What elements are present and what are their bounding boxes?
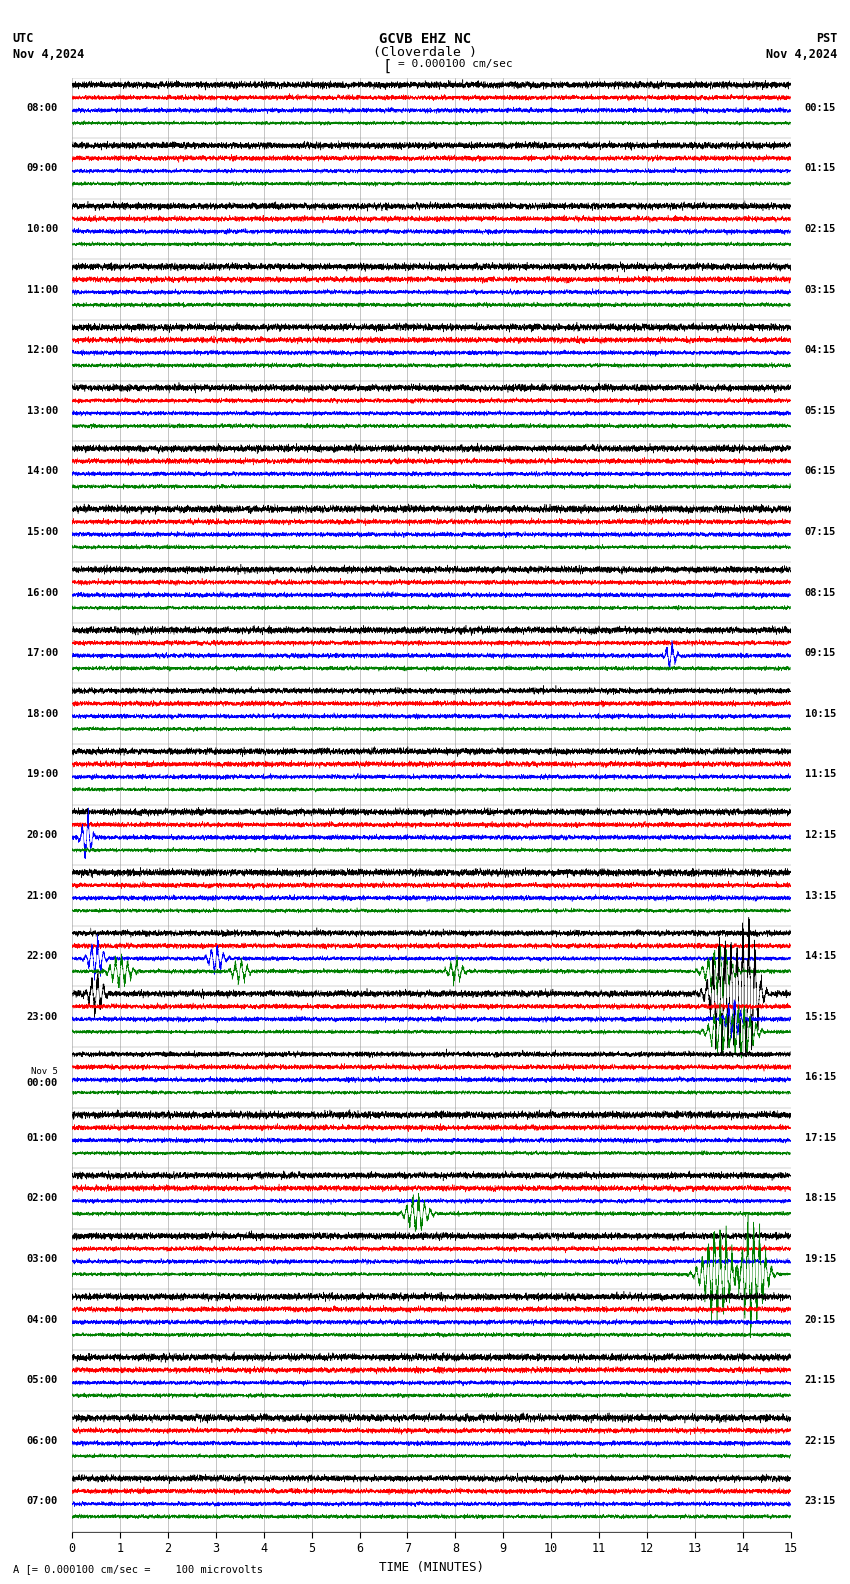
Text: 07:15: 07:15 xyxy=(805,527,836,537)
Text: 20:00: 20:00 xyxy=(26,830,58,840)
Text: 06:15: 06:15 xyxy=(805,466,836,477)
Text: PST: PST xyxy=(816,32,837,44)
Text: 11:00: 11:00 xyxy=(26,285,58,295)
Text: 19:15: 19:15 xyxy=(805,1255,836,1264)
Text: 05:15: 05:15 xyxy=(805,406,836,417)
Text: 07:00: 07:00 xyxy=(26,1497,58,1506)
Text: 21:00: 21:00 xyxy=(26,890,58,901)
Text: 13:15: 13:15 xyxy=(805,890,836,901)
Text: 17:00: 17:00 xyxy=(26,648,58,659)
Text: 15:00: 15:00 xyxy=(26,527,58,537)
Text: 00:15: 00:15 xyxy=(805,103,836,112)
Text: 04:15: 04:15 xyxy=(805,345,836,355)
X-axis label: TIME (MINUTES): TIME (MINUTES) xyxy=(379,1560,484,1573)
Text: 01:15: 01:15 xyxy=(805,163,836,174)
Text: 00:00: 00:00 xyxy=(26,1079,58,1088)
Text: 14:00: 14:00 xyxy=(26,466,58,477)
Text: 22:15: 22:15 xyxy=(805,1435,836,1446)
Text: 10:00: 10:00 xyxy=(26,223,58,234)
Text: 03:15: 03:15 xyxy=(805,285,836,295)
Text: 06:00: 06:00 xyxy=(26,1435,58,1446)
Text: 05:00: 05:00 xyxy=(26,1375,58,1386)
Text: 12:15: 12:15 xyxy=(805,830,836,840)
Text: 02:00: 02:00 xyxy=(26,1193,58,1204)
Text: = 0.000100 cm/sec: = 0.000100 cm/sec xyxy=(398,59,513,68)
Text: 02:15: 02:15 xyxy=(805,223,836,234)
Text: 18:00: 18:00 xyxy=(26,708,58,719)
Text: 09:00: 09:00 xyxy=(26,163,58,174)
Text: (Cloverdale ): (Cloverdale ) xyxy=(373,46,477,59)
Text: 18:15: 18:15 xyxy=(805,1193,836,1204)
Text: 15:15: 15:15 xyxy=(805,1012,836,1022)
Text: [: [ xyxy=(382,59,391,73)
Text: 22:00: 22:00 xyxy=(26,950,58,961)
Text: 13:00: 13:00 xyxy=(26,406,58,417)
Text: 01:00: 01:00 xyxy=(26,1133,58,1144)
Text: 16:00: 16:00 xyxy=(26,588,58,597)
Text: Nov 4,2024: Nov 4,2024 xyxy=(766,48,837,60)
Text: 12:00: 12:00 xyxy=(26,345,58,355)
Text: 23:00: 23:00 xyxy=(26,1012,58,1022)
Text: 16:15: 16:15 xyxy=(805,1072,836,1082)
Text: 08:15: 08:15 xyxy=(805,588,836,597)
Text: UTC: UTC xyxy=(13,32,34,44)
Text: 09:15: 09:15 xyxy=(805,648,836,659)
Text: 10:15: 10:15 xyxy=(805,708,836,719)
Text: 17:15: 17:15 xyxy=(805,1133,836,1144)
Text: A [= 0.000100 cm/sec =    100 microvolts: A [= 0.000100 cm/sec = 100 microvolts xyxy=(13,1565,263,1574)
Text: Nov 4,2024: Nov 4,2024 xyxy=(13,48,84,60)
Text: 19:00: 19:00 xyxy=(26,770,58,779)
Text: 14:15: 14:15 xyxy=(805,950,836,961)
Text: 08:00: 08:00 xyxy=(26,103,58,112)
Text: GCVB EHZ NC: GCVB EHZ NC xyxy=(379,32,471,46)
Text: Nov 5: Nov 5 xyxy=(31,1066,58,1076)
Text: 11:15: 11:15 xyxy=(805,770,836,779)
Text: 20:15: 20:15 xyxy=(805,1315,836,1324)
Text: 03:00: 03:00 xyxy=(26,1255,58,1264)
Text: 04:00: 04:00 xyxy=(26,1315,58,1324)
Text: 21:15: 21:15 xyxy=(805,1375,836,1386)
Text: 23:15: 23:15 xyxy=(805,1497,836,1506)
